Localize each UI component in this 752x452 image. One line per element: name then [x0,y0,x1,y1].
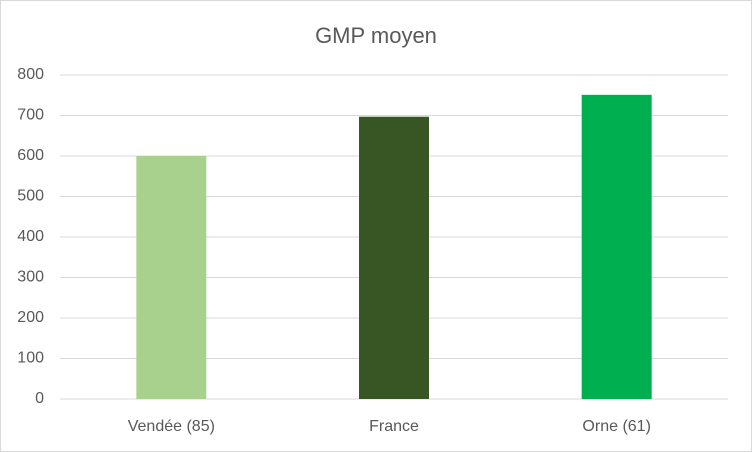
bar [136,156,207,399]
y-tick-label: 300 [17,269,44,286]
bar [581,94,652,399]
y-tick-label: 800 [17,66,44,83]
y-tick-label: 200 [17,309,44,326]
x-tick-label: France [369,418,419,435]
y-tick-label: 600 [17,147,44,164]
x-tick-label: Vendée (85) [128,418,215,435]
x-tick-label: Orne (61) [582,418,650,435]
y-tick-label: 100 [17,350,44,367]
y-tick-label: 700 [17,107,44,124]
bar [359,116,429,399]
chart-title: GMP moyen [315,23,437,48]
y-tick-label: 500 [17,188,44,205]
y-tick-label: 0 [35,390,44,407]
y-tick-label: 400 [17,228,44,245]
